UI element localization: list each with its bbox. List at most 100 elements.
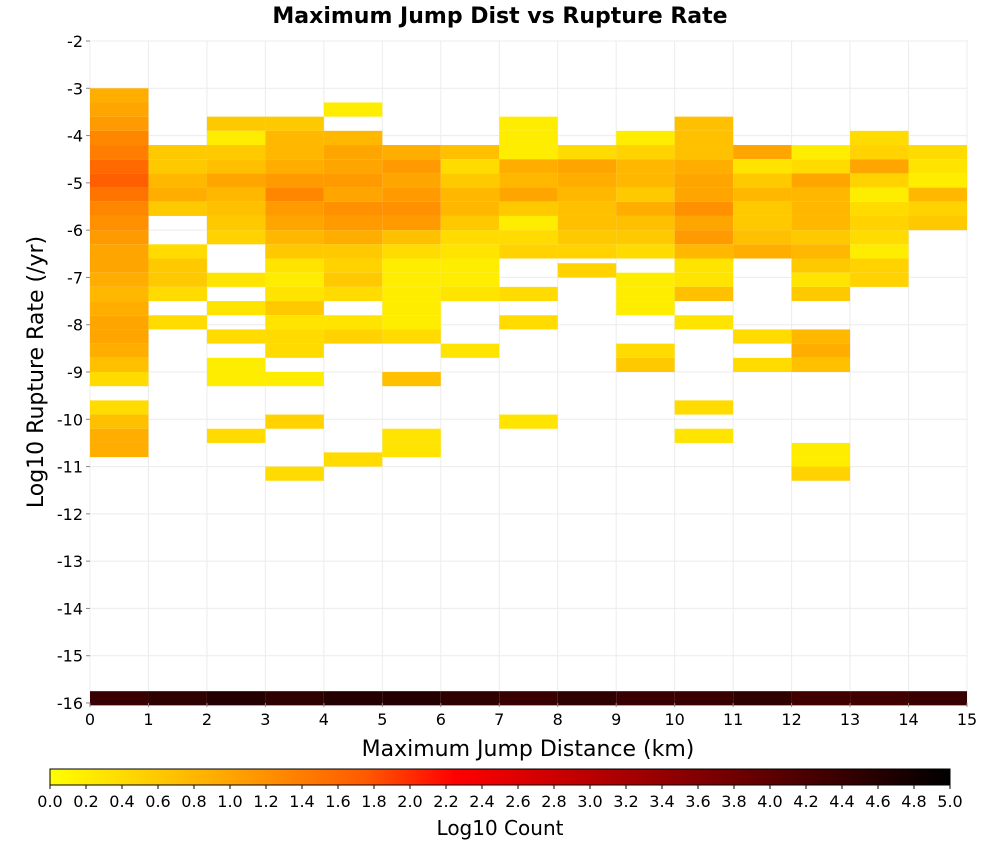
x-tick-label: 4	[319, 710, 329, 729]
y-tick-label: -11	[57, 458, 83, 477]
x-tick-label: 13	[840, 710, 860, 729]
heatmap-cell	[323, 452, 383, 467]
x-axis-label: Maximum Jump Distance (km)	[362, 737, 695, 762]
y-tick-label: -10	[57, 410, 83, 429]
heatmap-cell	[90, 372, 149, 387]
heatmap-cell	[850, 201, 909, 216]
heatmap-cell	[908, 173, 967, 188]
heatmap-cell	[90, 315, 149, 330]
heatmap-cell	[557, 691, 617, 706]
heatmap-cell	[499, 173, 558, 188]
heatmap-cell	[382, 173, 441, 188]
colorbar-tick-label: 1.0	[217, 792, 242, 811]
heatmap-cell	[616, 173, 675, 188]
heatmap-cell	[90, 230, 149, 245]
colorbar-tick-label: 0.2	[73, 792, 98, 811]
heatmap-cell	[148, 159, 207, 174]
heatmap-cell	[148, 187, 207, 202]
heatmap-cell	[850, 187, 909, 202]
heatmap-cell	[616, 286, 675, 302]
heatmap-cell	[206, 691, 266, 706]
heatmap-cell	[90, 258, 149, 273]
heatmap-cell	[382, 145, 441, 160]
heatmap-cell	[440, 230, 500, 245]
heatmap-cell	[499, 215, 558, 231]
heatmap-cell	[791, 466, 851, 481]
heatmap-cell	[206, 145, 266, 160]
heatmap-cell	[616, 130, 675, 146]
heatmap-cell	[616, 343, 675, 358]
heatmap-cell	[616, 244, 675, 259]
heatmap-cell	[616, 691, 675, 706]
heatmap-cell	[616, 145, 675, 160]
heatmap-cell	[791, 145, 851, 160]
heatmap-cell	[382, 691, 441, 706]
colorbar	[49, 768, 951, 786]
heatmap-cell	[791, 329, 851, 344]
heatmap-cell	[265, 187, 324, 202]
heatmap-cell	[206, 428, 266, 443]
heatmap-cell	[616, 159, 675, 174]
heatmap-cell	[440, 159, 500, 174]
heatmap-cell	[616, 272, 675, 287]
x-tick-label: 8	[553, 710, 563, 729]
heatmap-cell	[206, 187, 266, 202]
heatmap-cell	[323, 145, 383, 160]
heatmap-cell	[265, 414, 324, 429]
heatmap-cell	[850, 130, 909, 146]
heatmap-cell	[499, 244, 558, 259]
heatmap-cell	[616, 301, 675, 316]
heatmap-cell	[733, 244, 792, 259]
heatmap-cell	[90, 102, 149, 117]
heatmap-cell	[90, 173, 149, 188]
colorbar-tick-label: 3.6	[685, 792, 710, 811]
heatmap-cell	[90, 88, 149, 103]
y-tick-label: -3	[67, 79, 83, 98]
heatmap-cell	[791, 691, 851, 706]
heatmap-cell	[323, 159, 383, 174]
x-tick-label: 14	[898, 710, 918, 729]
heatmap-cell	[265, 258, 324, 273]
colorbar-tick-label: 1.4	[289, 792, 314, 811]
heatmap-cell	[850, 691, 909, 706]
heatmap-cell	[265, 201, 324, 216]
heatmap-cell	[323, 286, 383, 302]
heatmap-cell	[90, 442, 149, 458]
heatmap-cell	[382, 201, 441, 216]
heatmap-cell	[265, 301, 324, 316]
heatmap-cell	[499, 187, 558, 202]
x-tick-label: 11	[723, 710, 743, 729]
heatmap-cell	[674, 215, 734, 231]
heatmap-cell	[90, 286, 149, 302]
heatmap-cell	[148, 691, 207, 706]
heatmap-cell	[90, 159, 149, 174]
heatmap-cell	[616, 215, 675, 231]
heatmap-cell	[850, 258, 909, 273]
heatmap-cell	[323, 315, 383, 330]
heatmap-cell	[616, 357, 675, 372]
heatmap-cell	[499, 286, 558, 302]
heatmap-cell	[850, 215, 909, 231]
colorbar-tick-label: 2.0	[397, 792, 422, 811]
heatmap-cell	[148, 258, 207, 273]
heatmap-cell	[265, 329, 324, 344]
colorbar-tick-label: 2.8	[541, 792, 566, 811]
heatmap-cell	[499, 130, 558, 146]
heatmap-cell	[206, 230, 266, 245]
heatmap-cell	[323, 130, 383, 146]
x-tick-label: 6	[436, 710, 446, 729]
heatmap-cell	[557, 145, 617, 160]
heatmap-cell	[90, 244, 149, 259]
heatmap-cell	[674, 201, 734, 216]
heatmap-cell	[90, 301, 149, 316]
heatmap-cell	[557, 230, 617, 245]
heatmap-cell	[616, 230, 675, 245]
heatmap-cell	[382, 187, 441, 202]
heatmap-cell	[850, 230, 909, 245]
heatmap-cell	[440, 286, 500, 302]
heatmap-cell	[265, 315, 324, 330]
heatmap-cell	[674, 428, 734, 443]
colorbar-tick-label: 3.4	[649, 792, 674, 811]
heatmap-cell	[90, 691, 149, 706]
heatmap-cell	[148, 286, 207, 302]
